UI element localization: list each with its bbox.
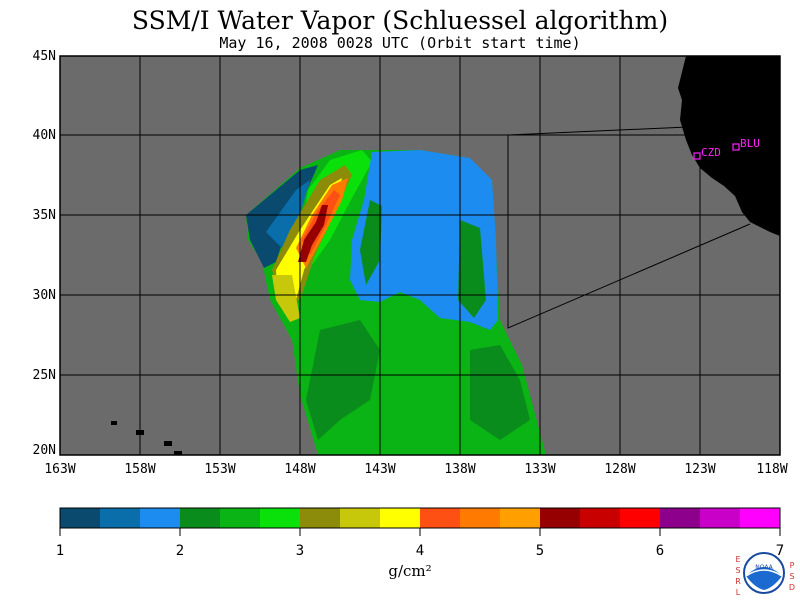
- lon-label-138w: 138W: [444, 462, 476, 477]
- station-marker-blu: [732, 143, 740, 151]
- colorbar-cell: [60, 508, 101, 528]
- lat-label-30n: 30N: [32, 288, 56, 303]
- colorbar-cell: [700, 508, 741, 528]
- colorbar-cell: [100, 508, 141, 528]
- lat-label-45n: 45N: [32, 49, 56, 64]
- inset-outline: [507, 126, 751, 329]
- lon-label-118w: 118W: [756, 462, 788, 477]
- inset-outline-top: [507, 126, 689, 136]
- lat-label-20n: 20N: [32, 443, 56, 458]
- lon-label-148w: 148W: [284, 462, 316, 477]
- cb-label-5: 5: [535, 543, 545, 559]
- lon-label-123w: 123W: [684, 462, 716, 477]
- colorbar-cell: [180, 508, 221, 528]
- lon-label-153w: 153W: [204, 462, 236, 477]
- station-label-czd: CZD: [701, 146, 721, 159]
- colorbar-cell: [380, 508, 421, 528]
- swath-dark-green-south: [306, 320, 380, 440]
- cb-label-3: 3: [295, 543, 305, 559]
- colorbar-cell: [580, 508, 621, 528]
- swath-max-core: [298, 205, 328, 262]
- cb-label-4: 4: [415, 543, 425, 559]
- colorbar-units: g/cm²: [388, 562, 432, 580]
- colorbar-cell: [620, 508, 661, 528]
- swath-yellow-tail: [272, 275, 300, 322]
- colorbar-cell: [260, 508, 301, 528]
- inset-outline-path: [507, 135, 751, 329]
- cb-label-1: 1: [55, 543, 65, 559]
- map-title: SSM/I Water Vapor (Schluessel algorithm): [131, 6, 669, 35]
- cb-label-6: 6: [655, 543, 665, 559]
- station-marker-czd: [693, 152, 701, 160]
- colorbar-cell: [140, 508, 181, 528]
- colorbar-cell: [340, 508, 381, 528]
- swath-dark-green-southeast: [470, 345, 530, 440]
- cb-label-2: 2: [175, 543, 185, 559]
- lon-label-133w: 133W: [524, 462, 556, 477]
- station-label-blu: BLU: [740, 137, 760, 150]
- lon-label-128w: 128W: [604, 462, 636, 477]
- colorbar-cell: [220, 508, 261, 528]
- colorbar-ticks: [59, 528, 781, 536]
- island-maui: [164, 441, 172, 446]
- lon-label-143w: 143W: [364, 462, 396, 477]
- colorbar-cell: [540, 508, 581, 528]
- land-north-america: [678, 56, 780, 236]
- island-kauai: [111, 421, 117, 425]
- map-frame: [59, 55, 781, 456]
- cb-label-7: 7: [775, 543, 785, 559]
- colorbar-cell: [660, 508, 701, 528]
- colorbar-cell: [740, 508, 781, 528]
- swath-green-tongue: [458, 220, 486, 318]
- map-subtitle: May 16, 2008 0028 UTC (Orbit start time): [219, 34, 581, 52]
- colorbar-cell: [300, 508, 341, 528]
- swath-data: [246, 150, 546, 455]
- lon-label-158w: 158W: [124, 462, 156, 477]
- colorbar-cell: [420, 508, 461, 528]
- lat-label-25n: 25N: [32, 368, 56, 383]
- lat-label-35n: 35N: [32, 208, 56, 223]
- colorbar: [59, 507, 781, 529]
- lon-label-163w: 163W: [44, 462, 76, 477]
- swath-mid-blue-region: [266, 180, 310, 248]
- island-hawaii: [174, 451, 182, 455]
- colorbar-cell: [460, 508, 501, 528]
- swath-green-interior: [360, 200, 382, 285]
- noaa-emblem-icon: NOAA: [743, 552, 785, 594]
- colorbar-cell: [500, 508, 541, 528]
- map-grid: [60, 56, 780, 455]
- logo-badge-text: NOAA: [755, 564, 773, 571]
- lat-label-40n: 40N: [32, 128, 56, 143]
- station-markers: [693, 143, 740, 160]
